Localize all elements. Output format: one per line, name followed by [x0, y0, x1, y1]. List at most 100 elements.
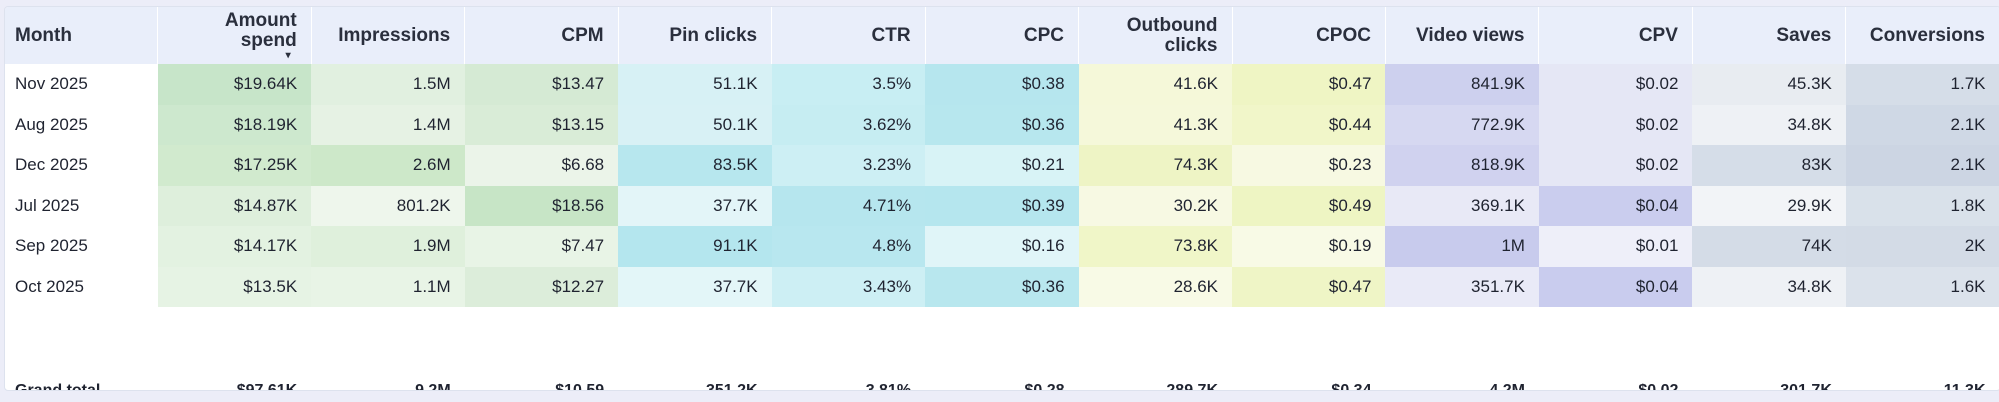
cell-impressions: 801.2K — [311, 185, 465, 226]
cell-cpm: $13.47 — [464, 64, 619, 105]
cell-conversions: 2K — [1845, 226, 1999, 267]
total-saves: 301.7K — [1780, 381, 1832, 391]
column-header-pin-clicks[interactable]: Pin clicks — [618, 7, 773, 64]
cell-video-views: 351.7K — [1385, 266, 1539, 307]
cell-impressions: 1.1M — [311, 266, 465, 307]
column-header-month[interactable]: Month — [5, 7, 159, 64]
cell-amount-spend: $13.5K — [157, 266, 312, 307]
cell-outbound-clicks: 28.6K — [1078, 266, 1232, 307]
cell-cpc: $0.36 — [925, 266, 1079, 307]
total-cpc: $0.28 — [1024, 381, 1065, 391]
column-header-saves[interactable]: Saves — [1692, 7, 1847, 64]
cell-impressions: 1.9M — [311, 226, 465, 267]
cell-video-views: 369.1K — [1385, 185, 1539, 226]
cell-cpv: $0.02 — [1538, 104, 1693, 145]
total-video-views: 4.2M — [1489, 381, 1525, 391]
cell-cpm: $13.15 — [464, 104, 619, 145]
table-spacer — [5, 307, 1999, 373]
cell-cpoc: $0.44 — [1232, 104, 1386, 145]
cell-ctr: 3.43% — [771, 266, 926, 307]
cell-cpc: $0.39 — [925, 185, 1079, 226]
column-header-cpoc[interactable]: CPOC — [1232, 7, 1386, 64]
cell-outbound-clicks: 41.6K — [1078, 64, 1232, 105]
cell-saves: 45.3K — [1692, 64, 1846, 105]
cell-pin-clicks: 37.7K — [618, 266, 772, 307]
total-outbound-clicks: 289.7K — [1166, 381, 1218, 391]
column-header-cpm[interactable]: CPM — [464, 7, 619, 64]
cell-cpv: $0.04 — [1538, 185, 1693, 226]
cell-saves: 34.8K — [1692, 266, 1846, 307]
total-impressions: 9.2M — [415, 381, 451, 391]
cell-cpv: $0.04 — [1538, 266, 1693, 307]
column-header-cpc[interactable]: CPC — [925, 7, 1080, 64]
cell-pin-clicks: 51.1K — [618, 64, 772, 105]
total-conversions: 11.3K — [1943, 381, 1986, 391]
cell-cpm: $7.47 — [464, 226, 619, 267]
total-cpm: $10.59 — [555, 381, 605, 391]
cell-conversions: 1.8K — [1845, 185, 1999, 226]
table-row: Oct 2025 $13.5K 1.1M $12.27 37.7K 3.43% $0.36 2… — [5, 266, 1999, 307]
cell-video-views: 772.9K — [1385, 104, 1539, 145]
table-row: Nov 2025 $19.64K 1.5M $13.47 51.1K 3.5% $0.38 4… — [5, 64, 1999, 105]
total-amount-spend: $97.61K — [236, 381, 298, 391]
cell-outbound-clicks: 73.8K — [1078, 226, 1232, 267]
cell-month: Sep 2025 — [5, 226, 158, 267]
total-pin-clicks: 351.2K — [706, 381, 758, 391]
cell-month: Jul 2025 — [5, 185, 158, 226]
cell-ctr: 3.23% — [771, 145, 926, 186]
cell-pin-clicks: 91.1K — [618, 226, 772, 267]
column-header-impressions[interactable]: Impressions — [311, 7, 466, 64]
cell-cpm: $12.27 — [464, 266, 619, 307]
cell-amount-spend: $18.19K — [157, 104, 312, 145]
cell-conversions: 2.1K — [1845, 104, 1999, 145]
cell-video-views: 1M — [1385, 226, 1539, 267]
cell-saves: 34.8K — [1692, 104, 1846, 145]
cell-cpoc: $0.23 — [1232, 145, 1386, 186]
pinterest-metrics-table: Month Amount spend ▾ Impressions CPM Pin… — [5, 7, 1999, 391]
table-body: Nov 2025 $19.64K 1.5M $13.47 51.1K 3.5% $0.38 4… — [5, 64, 1999, 307]
cell-cpm: $18.56 — [464, 185, 619, 226]
cell-pin-clicks: 83.5K — [618, 145, 772, 186]
column-header-cpv[interactable]: CPV — [1538, 7, 1693, 64]
table-row: Sep 2025 $14.17K 1.9M $7.47 91.1K 4.8% $0.16 73… — [5, 226, 1999, 267]
cell-cpoc: $0.49 — [1232, 185, 1386, 226]
cell-cpoc: $0.47 — [1232, 266, 1386, 307]
cell-outbound-clicks: 30.2K — [1078, 185, 1232, 226]
grand-total-row: Grand total $97.61K 9.2M $10.59 351.2K 3… — [5, 373, 1999, 391]
pivot-table-card: Month Amount spend ▾ Impressions CPM Pin… — [4, 6, 1999, 391]
cell-amount-spend: $14.87K — [157, 185, 312, 226]
cell-cpc: $0.36 — [925, 104, 1079, 145]
cell-impressions: 2.6M — [311, 145, 465, 186]
cell-conversions: 1.7K — [1845, 64, 1999, 105]
cell-cpv: $0.01 — [1538, 226, 1693, 267]
cell-month: Aug 2025 — [5, 104, 158, 145]
cell-conversions: 2.1K — [1845, 145, 1999, 186]
sort-descending-icon[interactable]: ▾ — [285, 49, 291, 61]
column-header-conversions[interactable]: Conversions — [1845, 7, 1999, 64]
cell-cpm: $6.68 — [464, 145, 619, 186]
cell-cpoc: $0.19 — [1232, 226, 1386, 267]
grand-total-label: Grand total — [15, 381, 101, 391]
cell-amount-spend: $17.25K — [157, 145, 312, 186]
column-header-label: Amount spend — [224, 9, 297, 51]
header-row: Month Amount spend ▾ Impressions CPM Pin… — [5, 7, 1999, 64]
cell-ctr: 3.5% — [771, 64, 926, 105]
total-ctr: 3.81% — [865, 381, 912, 391]
cell-saves: 83K — [1692, 145, 1846, 186]
cell-amount-spend: $19.64K — [157, 64, 312, 105]
cell-month: Dec 2025 — [5, 145, 158, 186]
table-row: Dec 2025 $17.25K 2.6M $6.68 83.5K 3.23% $0.21 7… — [5, 145, 1999, 186]
cell-amount-spend: $14.17K — [157, 226, 312, 267]
cell-cpc: $0.38 — [925, 64, 1079, 105]
cell-video-views: 818.9K — [1385, 145, 1539, 186]
column-header-outbound-clicks[interactable]: Outbound clicks — [1078, 7, 1233, 64]
cell-pin-clicks: 37.7K — [618, 185, 772, 226]
column-header-video-views[interactable]: Video views — [1385, 7, 1540, 64]
cell-month: Oct 2025 — [5, 266, 158, 307]
cell-cpc: $0.16 — [925, 226, 1079, 267]
cell-cpc: $0.21 — [925, 145, 1079, 186]
cell-impressions: 1.5M — [311, 64, 465, 105]
column-header-amount-spend[interactable]: Amount spend ▾ — [157, 7, 312, 64]
cell-cpoc: $0.47 — [1232, 64, 1386, 105]
column-header-ctr[interactable]: CTR — [771, 7, 926, 64]
